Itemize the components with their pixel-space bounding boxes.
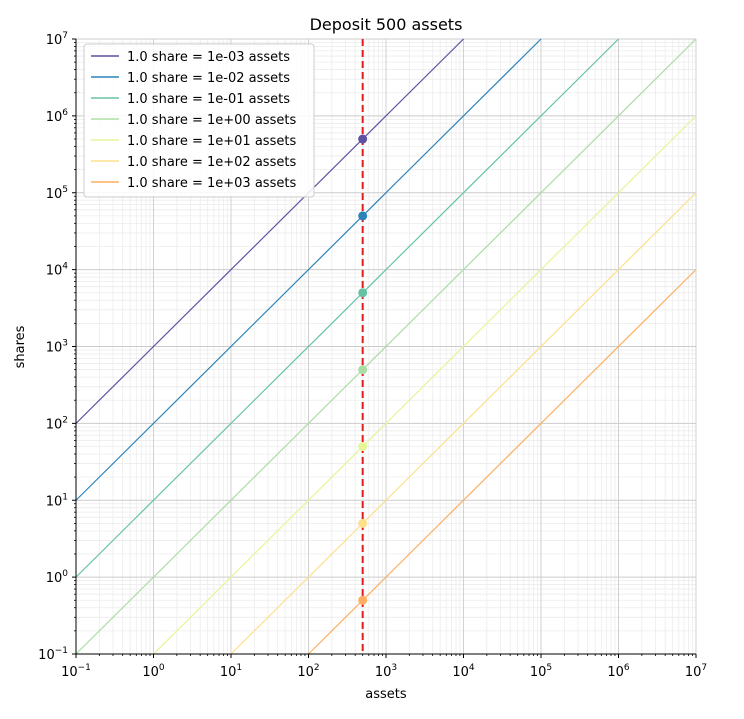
series-line-1 xyxy=(75,38,542,501)
y-axis: 10−1 100 101 102 103 104 105 106 107 xyxy=(38,31,76,663)
legend-label-3: 1.0 share = 1e+00 assets xyxy=(127,113,296,128)
series-line-5 xyxy=(230,192,697,655)
x-tick-label: 100 xyxy=(142,663,165,680)
legend-box xyxy=(83,43,315,198)
series-line-2 xyxy=(75,38,619,578)
y-tick-label: 101 xyxy=(46,492,68,509)
legend-label-5: 1.0 share = 1e+02 assets xyxy=(127,155,296,170)
x-tick-label: 101 xyxy=(220,663,242,680)
y-tick-label: 104 xyxy=(46,262,69,279)
y-tick-label: 106 xyxy=(46,108,69,125)
legend: 1.0 share = 1e-03 assets 1.0 share = 1e-0… xyxy=(83,43,315,198)
deposit-point-5 xyxy=(358,518,368,528)
series-line-0 xyxy=(75,38,464,424)
legend-label-4: 1.0 share = 1e+01 assets xyxy=(127,134,296,149)
legend-label-6: 1.0 share = 1e+03 assets xyxy=(127,176,296,191)
series-line-4 xyxy=(153,115,697,655)
x-tick-label: 107 xyxy=(685,663,707,680)
series-line-3 xyxy=(75,38,697,655)
y-tick-label: 105 xyxy=(46,185,68,202)
series-lines xyxy=(75,38,697,655)
deposit-point-3 xyxy=(358,365,368,375)
x-tick-label: 106 xyxy=(607,663,630,680)
y-tick-label: 103 xyxy=(46,339,68,356)
deposit-point-2 xyxy=(358,288,368,298)
y-tick-label: 102 xyxy=(46,415,68,432)
y-tick-label: 107 xyxy=(46,31,68,48)
x-tick-label: 104 xyxy=(452,663,475,680)
x-tick-label: 102 xyxy=(297,663,319,680)
deposit-point-1 xyxy=(358,211,368,221)
x-tick-label: 10−1 xyxy=(61,663,91,680)
deposit-points xyxy=(358,134,368,605)
deposit-point-0 xyxy=(358,134,368,144)
legend-label-0: 1.0 share = 1e-03 assets xyxy=(127,50,290,65)
chart-title: Deposit 500 assets xyxy=(310,15,463,34)
y-axis-label: shares xyxy=(13,325,28,368)
x-axis-label: assets xyxy=(365,687,407,702)
legend-label-2: 1.0 share = 1e-01 assets xyxy=(127,92,290,107)
x-tick-label: 103 xyxy=(375,663,397,680)
x-tick-label: 105 xyxy=(530,663,552,680)
deposit-point-6 xyxy=(358,595,368,605)
y-tick-label: 10−1 xyxy=(38,646,68,663)
series-line-6 xyxy=(308,269,697,655)
legend-label-1: 1.0 share = 1e-02 assets xyxy=(127,71,290,86)
x-axis: 10−1 100 101 102 103 104 105 106 107 xyxy=(61,654,707,680)
y-tick-label: 100 xyxy=(46,569,69,586)
deposit-point-4 xyxy=(358,442,368,452)
